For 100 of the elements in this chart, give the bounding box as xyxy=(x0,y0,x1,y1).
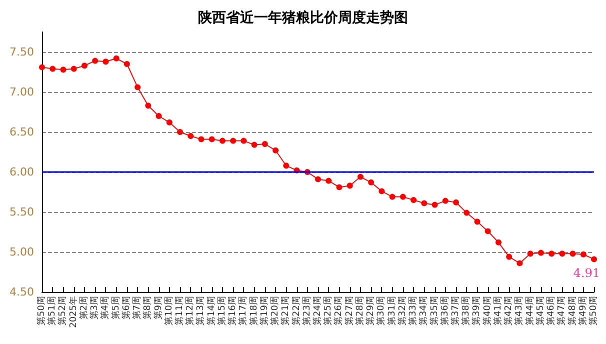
x-tick-label: 第38周 xyxy=(460,296,472,326)
x-tick-label: 第25周 xyxy=(322,296,334,326)
x-tick-label: 第34周 xyxy=(418,296,430,326)
point xyxy=(453,199,459,206)
x-tick-label: 第31周 xyxy=(386,296,398,326)
x-tick-label: 第10周 xyxy=(163,296,174,326)
point xyxy=(538,250,544,256)
point xyxy=(464,210,470,216)
point xyxy=(251,142,258,148)
x-tick-label: 第7周 xyxy=(132,296,143,320)
point xyxy=(484,228,491,234)
x-tick-label: 第24周 xyxy=(312,296,323,326)
x-tick-label: 第11周 xyxy=(174,296,185,326)
x-tick-label: 第46周 xyxy=(546,296,557,326)
x-tick-label: 第4周 xyxy=(100,296,111,320)
x-tick-label: 第37周 xyxy=(450,296,461,326)
point xyxy=(410,197,417,203)
x-tick-label: 第52周 xyxy=(57,296,68,326)
point xyxy=(548,250,555,257)
x-tick-label: 第41周 xyxy=(492,296,504,326)
point xyxy=(50,66,56,72)
x-tick-label: 第33周 xyxy=(408,296,419,326)
x-tick-label: 第14周 xyxy=(206,296,217,326)
point xyxy=(516,260,523,266)
x-tick-label: 第15周 xyxy=(216,296,228,326)
point xyxy=(315,176,321,182)
y-tick-label: 6.50 xyxy=(10,126,34,138)
point xyxy=(240,138,247,144)
point xyxy=(400,194,406,200)
x-tick-label: 第17周 xyxy=(238,296,249,326)
y-tick-label: 7.00 xyxy=(10,86,34,98)
x-tick-label: 第21周 xyxy=(280,296,292,326)
point xyxy=(570,250,576,257)
x-tick-label: 第49周 xyxy=(577,296,588,326)
x-tick-label: 第30周 xyxy=(376,296,387,326)
x-tick-label: 第40周 xyxy=(482,296,493,326)
point xyxy=(81,62,88,69)
point xyxy=(326,178,332,184)
point xyxy=(60,66,66,73)
x-tick-label: 2025年 xyxy=(68,296,79,328)
y-tick-label: 6.00 xyxy=(10,166,34,178)
x-tick-label: 第16周 xyxy=(227,296,238,326)
x-tick-label: 第13周 xyxy=(195,296,206,326)
x-tick-label: 第12周 xyxy=(184,296,196,326)
x-tick-label: 第27周 xyxy=(344,296,355,326)
point xyxy=(506,254,512,260)
point xyxy=(474,218,480,225)
point xyxy=(113,55,120,62)
point xyxy=(336,184,342,190)
x-tick-label: 第18周 xyxy=(248,296,260,326)
chart-title: 陕西省近一年猪粮比价周度走势图 xyxy=(198,9,408,26)
x-tick-label: 第44周 xyxy=(524,296,536,326)
x-tick-label: 第43周 xyxy=(514,296,525,326)
point xyxy=(591,256,597,262)
point xyxy=(378,188,385,194)
x-tick-label: 第36周 xyxy=(439,296,450,326)
x-tick-label: 第9周 xyxy=(152,296,164,320)
y-tick-label: 4.50 xyxy=(10,286,34,298)
point xyxy=(102,58,109,65)
x-tick-label: 第6周 xyxy=(120,296,132,320)
x-tick-label: 第29周 xyxy=(365,296,376,326)
x-tick-label: 第50周 xyxy=(588,296,599,326)
point xyxy=(230,138,236,144)
x-tick-label: 第22周 xyxy=(290,296,302,326)
point xyxy=(346,182,353,189)
point xyxy=(442,198,448,204)
point xyxy=(357,174,364,180)
x-tick-label: 第8周 xyxy=(142,296,154,320)
y-tick-label: 5.50 xyxy=(10,206,34,218)
point xyxy=(272,147,279,154)
point xyxy=(177,129,183,135)
x-tick-label: 第23周 xyxy=(301,296,312,326)
point xyxy=(124,61,130,67)
y-tick-label: 5.00 xyxy=(10,246,34,258)
data-label: 4.91 xyxy=(573,266,600,280)
point xyxy=(527,250,534,257)
point xyxy=(495,239,502,246)
point xyxy=(92,58,98,64)
x-tick-label: 第45周 xyxy=(534,296,546,326)
x-tick-label: 第3周 xyxy=(89,296,100,320)
x-tick-label: 第20周 xyxy=(270,296,281,326)
y-tick-label: 7.50 xyxy=(10,46,34,58)
point xyxy=(368,179,374,186)
x-tick-label: 第28周 xyxy=(354,296,366,326)
x-tick-label: 第39周 xyxy=(471,296,482,326)
point xyxy=(70,66,77,72)
x-tick-label: 第19周 xyxy=(258,296,270,326)
point xyxy=(421,200,428,206)
point xyxy=(580,251,586,258)
x-tick-label: 第26周 xyxy=(333,296,344,326)
point xyxy=(262,141,268,147)
x-tick-label: 第42周 xyxy=(503,296,514,326)
x-tick-label: 第51周 xyxy=(46,296,58,326)
point xyxy=(39,64,45,70)
x-tick-label: 第35周 xyxy=(428,296,440,326)
point xyxy=(188,133,194,139)
point xyxy=(145,102,152,109)
x-tick-label: 第2周 xyxy=(78,296,90,320)
point xyxy=(166,119,172,126)
point xyxy=(219,138,226,144)
